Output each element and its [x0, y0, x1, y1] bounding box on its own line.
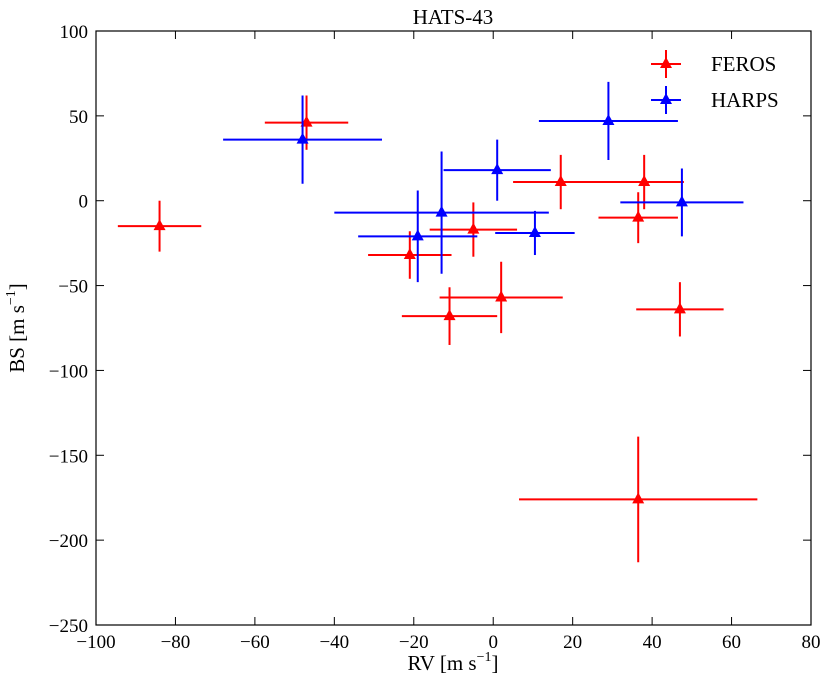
feros-marker	[403, 248, 416, 260]
feros-point	[401, 287, 498, 345]
y-axis-label-main: BS [m s	[5, 305, 29, 373]
legend-entry-harps: HARPS	[651, 86, 779, 114]
data-marks	[117, 81, 758, 563]
x-tick-label: 40	[643, 632, 662, 653]
feros-marker	[632, 210, 645, 222]
y-tick-label: −200	[49, 531, 88, 552]
x-axis-label-close: ]	[492, 651, 499, 675]
x-tick-label: −100	[76, 632, 115, 653]
harps-marker	[528, 225, 541, 237]
feros-marker	[673, 302, 686, 314]
feros-point	[429, 202, 518, 257]
plot-frame	[95, 30, 812, 626]
x-tick-label: 80	[802, 632, 821, 653]
harps-point	[443, 139, 551, 201]
x-axis-label-exponent: −1	[477, 650, 492, 665]
feros-marker	[554, 175, 567, 187]
feros-point	[636, 282, 724, 337]
feros-point	[513, 154, 609, 210]
y-axis-label-close: ]	[5, 283, 29, 290]
harps-marker	[602, 113, 615, 125]
y-axis-label: BS [m s−1]	[4, 283, 29, 373]
x-tick-label: −60	[240, 632, 270, 653]
y-tick-label: 100	[60, 22, 89, 43]
x-tick-label: −20	[399, 632, 429, 653]
x-axis-label: RV [m s−1]	[407, 650, 498, 675]
feros-marker	[443, 309, 456, 321]
feros-point	[598, 192, 678, 244]
harps-marker	[491, 163, 504, 175]
harps-marker	[435, 205, 448, 217]
feros-marker	[638, 175, 651, 187]
x-axis-label-main: RV [m s	[407, 651, 476, 675]
legend-feros-marker	[660, 57, 672, 68]
y-tick-label: 50	[69, 107, 88, 128]
harps-marker	[296, 132, 309, 144]
x-tick-label: 0	[488, 632, 498, 653]
y-tick-label: −150	[49, 446, 88, 467]
feros-marker	[495, 290, 508, 302]
x-tick-label: 20	[563, 632, 582, 653]
feros-point	[519, 436, 758, 563]
harps-point	[334, 151, 549, 274]
feros-point	[439, 261, 563, 334]
x-tick-label: −80	[161, 632, 191, 653]
harps-point	[620, 168, 744, 237]
axis-ticks: −100 −80 −60 −40 −20 0 20 40 60 80−250−200−150−10…	[49, 22, 821, 653]
y-tick-label: −100	[49, 361, 88, 382]
feros-marker	[632, 492, 645, 504]
y-tick-label: −250	[49, 616, 88, 637]
harps-point	[538, 81, 678, 160]
x-tick-label: −40	[319, 632, 349, 653]
feros-point	[368, 231, 452, 279]
feros-marker	[467, 222, 480, 234]
legend: FEROS HARPS	[651, 50, 779, 114]
y-axis-label-exponent: −1	[4, 290, 19, 305]
legend-entry-feros: FEROS	[651, 50, 776, 78]
legend-harps-marker	[660, 93, 672, 104]
legend-feros-label: FEROS	[711, 52, 776, 76]
harps-marker	[675, 195, 688, 207]
feros-marker	[153, 219, 166, 231]
feros-point	[604, 154, 684, 210]
y-tick-label: 0	[79, 192, 89, 213]
y-tick-label: −50	[58, 277, 88, 298]
harps-point	[358, 190, 478, 283]
feros-point	[117, 200, 202, 252]
harps-point	[223, 95, 382, 184]
legend-harps-label: HARPS	[711, 88, 779, 112]
harps-point	[495, 210, 575, 256]
harps-marker	[411, 229, 424, 241]
x-tick-label: 60	[722, 632, 741, 653]
chart-title: HATS-43	[413, 5, 494, 29]
